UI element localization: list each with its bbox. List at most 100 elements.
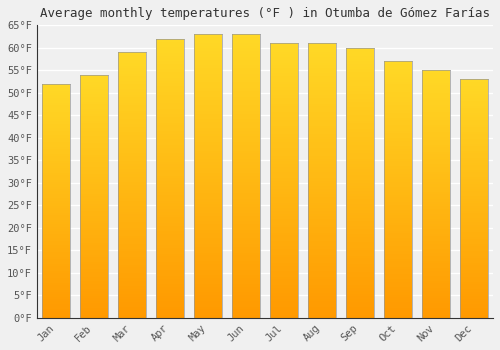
Bar: [194, 125, 222, 128]
Bar: [384, 259, 412, 261]
Bar: [194, 204, 222, 207]
Bar: [80, 116, 108, 119]
Bar: [156, 240, 184, 243]
Bar: [384, 220, 412, 223]
Bar: [232, 216, 260, 219]
Bar: [384, 292, 412, 295]
Bar: [346, 267, 374, 269]
Bar: [194, 88, 222, 91]
Bar: [232, 210, 260, 213]
Bar: [42, 255, 70, 257]
Bar: [346, 153, 374, 156]
Bar: [42, 156, 70, 159]
Bar: [80, 225, 108, 228]
Bar: [118, 103, 146, 105]
Bar: [80, 243, 108, 245]
Bar: [118, 196, 146, 198]
Bar: [270, 178, 298, 181]
Bar: [460, 177, 488, 180]
Bar: [384, 133, 412, 136]
Bar: [270, 172, 298, 175]
Bar: [270, 290, 298, 293]
Bar: [308, 98, 336, 101]
Bar: [422, 110, 450, 112]
Bar: [156, 298, 184, 301]
Bar: [80, 262, 108, 264]
Bar: [308, 200, 336, 203]
Bar: [80, 189, 108, 191]
Bar: [346, 77, 374, 80]
Bar: [194, 108, 222, 111]
Bar: [308, 290, 336, 293]
Bar: [460, 308, 488, 311]
Bar: [42, 229, 70, 231]
Bar: [42, 110, 70, 112]
Bar: [308, 279, 336, 282]
Bar: [384, 64, 412, 66]
Bar: [156, 243, 184, 245]
Bar: [194, 159, 222, 162]
Bar: [118, 65, 146, 68]
Bar: [346, 226, 374, 229]
Bar: [384, 308, 412, 310]
Bar: [156, 131, 184, 134]
Bar: [270, 79, 298, 82]
Bar: [118, 132, 146, 135]
Bar: [194, 273, 222, 275]
Bar: [384, 192, 412, 195]
Bar: [118, 251, 146, 254]
Bar: [270, 71, 298, 74]
Bar: [118, 217, 146, 219]
Bar: [346, 180, 374, 183]
Bar: [118, 214, 146, 217]
Bar: [80, 162, 108, 165]
Bar: [460, 122, 488, 125]
Bar: [80, 223, 108, 225]
Bar: [42, 259, 70, 262]
Bar: [42, 126, 70, 128]
Bar: [80, 89, 108, 92]
Bar: [460, 158, 488, 160]
Bar: [460, 115, 488, 118]
Bar: [156, 106, 184, 108]
Bar: [270, 238, 298, 241]
Bar: [270, 142, 298, 145]
Bar: [384, 177, 412, 179]
Bar: [42, 182, 70, 184]
Bar: [308, 153, 336, 156]
Bar: [80, 313, 108, 315]
Bar: [384, 236, 412, 238]
Bar: [232, 190, 260, 193]
Bar: [156, 128, 184, 131]
Bar: [346, 140, 374, 142]
Bar: [308, 194, 336, 197]
Bar: [194, 150, 222, 153]
Bar: [422, 298, 450, 301]
Bar: [42, 187, 70, 189]
Bar: [232, 222, 260, 224]
Bar: [422, 88, 450, 90]
Bar: [270, 307, 298, 310]
Bar: [118, 222, 146, 225]
Bar: [270, 227, 298, 230]
Bar: [422, 286, 450, 288]
Bar: [422, 142, 450, 145]
Bar: [346, 253, 374, 256]
Bar: [270, 120, 298, 123]
Bar: [194, 54, 222, 57]
Bar: [308, 222, 336, 224]
Bar: [194, 207, 222, 210]
Bar: [118, 267, 146, 270]
Bar: [270, 258, 298, 260]
Bar: [232, 80, 260, 83]
Bar: [346, 56, 374, 58]
Bar: [384, 298, 412, 300]
Bar: [384, 110, 412, 113]
Bar: [42, 280, 70, 283]
Bar: [232, 111, 260, 114]
Bar: [156, 226, 184, 229]
Bar: [460, 101, 488, 103]
Bar: [422, 130, 450, 132]
Bar: [346, 115, 374, 118]
Bar: [118, 111, 146, 113]
